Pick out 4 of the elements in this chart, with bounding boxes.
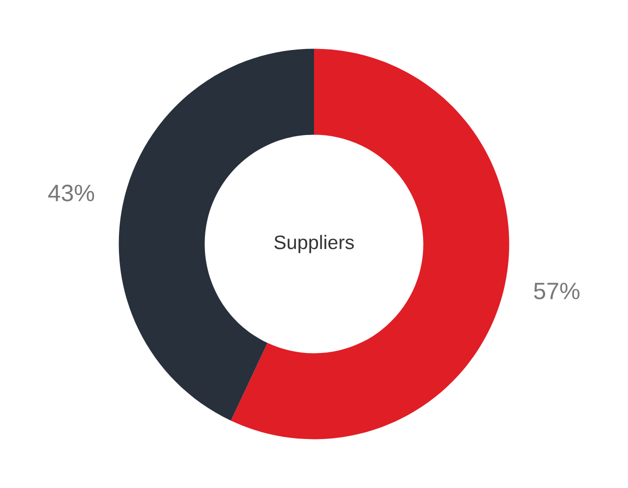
data-label: 57% (534, 282, 580, 300)
data-label: 43% (48, 184, 94, 202)
text: Suppliers (274, 234, 354, 254)
donut-slice (230, 48, 510, 440)
